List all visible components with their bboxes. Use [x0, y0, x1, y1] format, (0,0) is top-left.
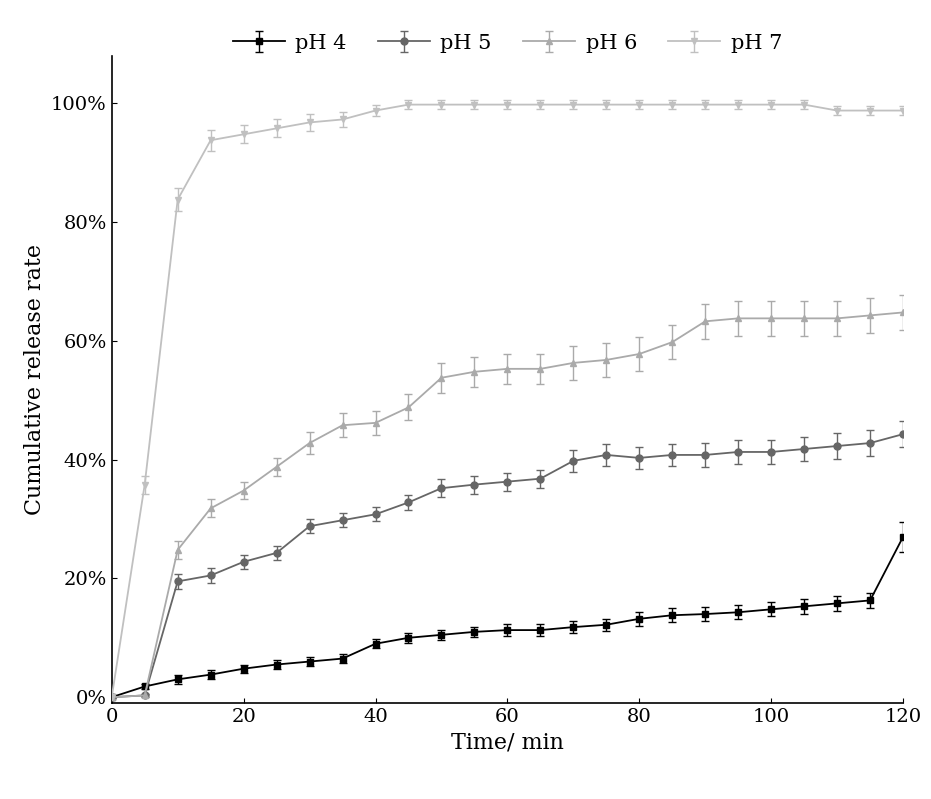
- Legend: pH 4, pH 5, pH 6, pH 7: pH 4, pH 5, pH 6, pH 7: [226, 27, 789, 59]
- X-axis label: Time/ min: Time/ min: [451, 732, 564, 753]
- Y-axis label: Cumulative release rate: Cumulative release rate: [23, 244, 46, 515]
